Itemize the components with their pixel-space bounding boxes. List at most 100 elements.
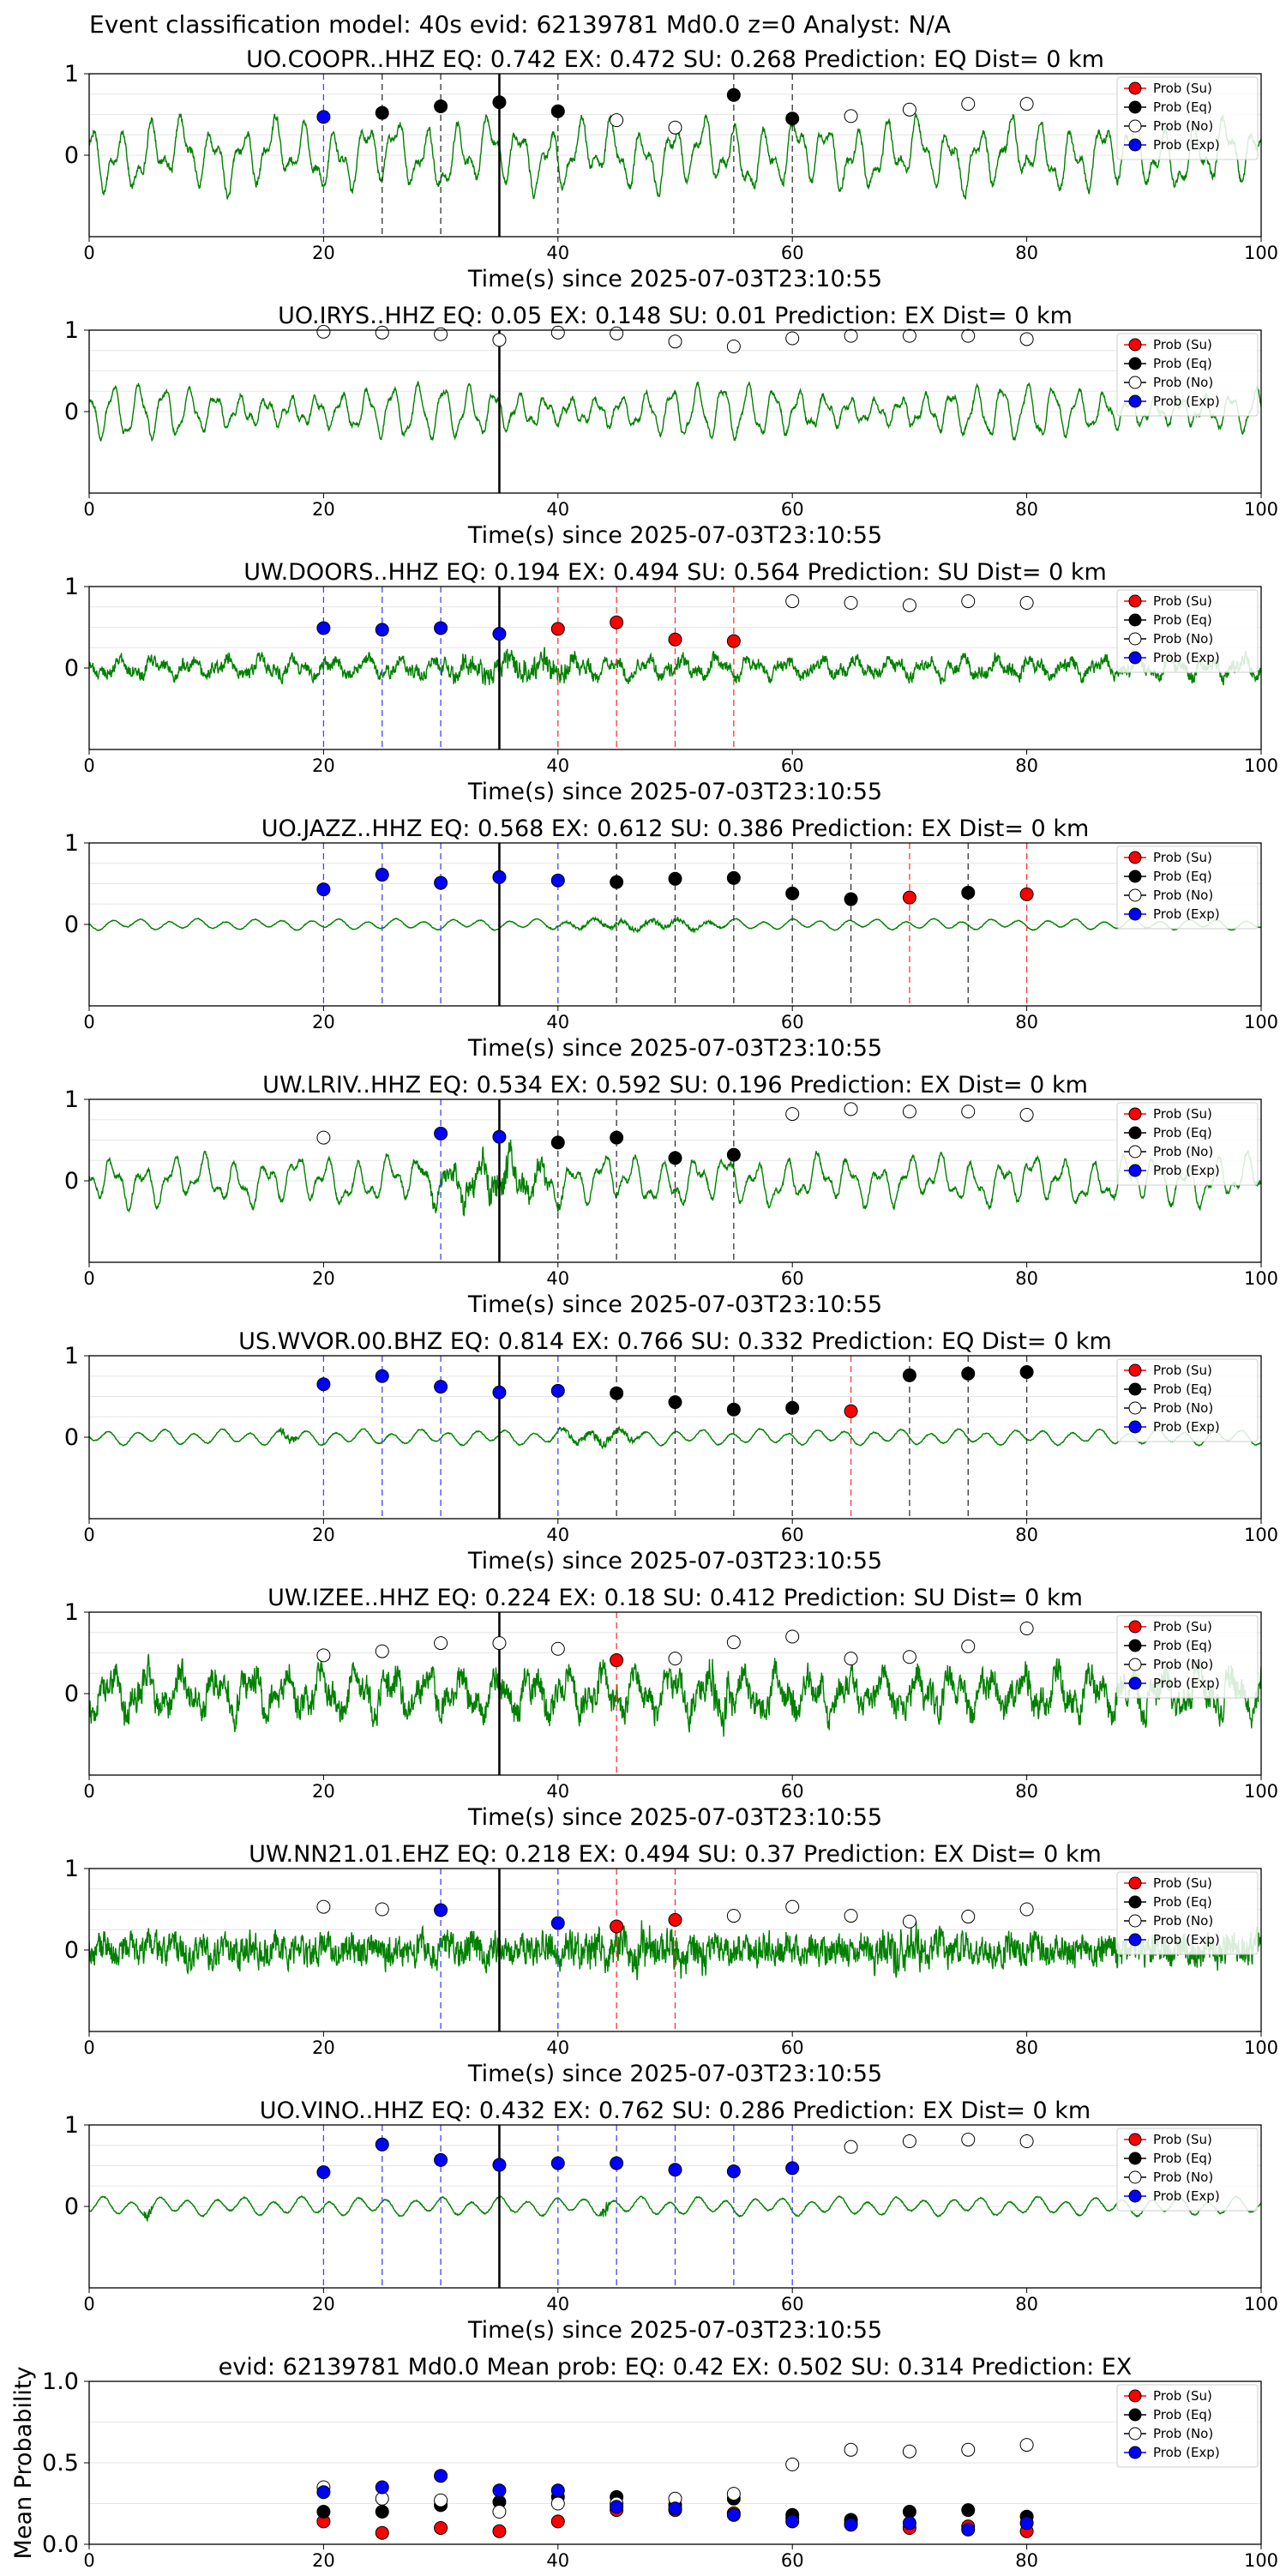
x-tick-label: 0 [83, 1525, 94, 1545]
x-tick-label: 20 [312, 1012, 335, 1032]
prob-point-no [785, 1629, 800, 1644]
legend-frame [1116, 76, 1259, 160]
mean-prob-point-no [550, 2496, 565, 2511]
prob-point-eq [902, 1368, 916, 1382]
prob-point-eq [610, 1130, 624, 1145]
x-tick-label: 40 [546, 2550, 569, 2571]
x-tick-label: 80 [1015, 2037, 1038, 2058]
y-tick-label: 0 [64, 1937, 79, 1964]
prob-point-eq [668, 1151, 682, 1165]
prob-point-su [610, 1919, 624, 1934]
legend-label-eq: Prob (Eq) [1153, 99, 1212, 115]
legend-marker-su [1128, 1363, 1142, 1377]
prob-point-no [785, 594, 800, 609]
legend-frame [1116, 846, 1259, 930]
y-tick-label: 0.0 [42, 2531, 79, 2558]
waveform-trace [89, 113, 1261, 200]
legend: Prob (Su) Prob (Eq) Prob (No) Prob (Exp) [1116, 1358, 1259, 1442]
x-axis-label: Time(s) since 2025-07-03T23:10:55 [467, 2317, 882, 2344]
prob-point-eq [1019, 1365, 1034, 1379]
prob-point-ex [375, 623, 389, 637]
legend-label-su: Prob (Su) [1153, 2388, 1212, 2404]
x-tick-label: 100 [1244, 2550, 1278, 2571]
prob-point-no [668, 334, 682, 349]
prob-point-no [375, 1644, 389, 1658]
prob-point-no [961, 328, 976, 343]
prob-point-no [785, 331, 800, 346]
legend-label-su: Prob (Su) [1153, 1106, 1212, 1122]
x-axis-label: Time(s) since 2025-07-03T23:10:55 [467, 266, 882, 292]
prob-point-su [610, 615, 624, 629]
prob-point-no [844, 1909, 858, 1923]
legend-label-ex: Prob (Exp) [1153, 906, 1220, 922]
x-tick-label: 40 [546, 499, 569, 520]
station-panel: UW.DOORS..HHZ EQ: 0.194 EX: 0.494 SU: 0.… [64, 559, 1278, 805]
legend-frame [1116, 1102, 1259, 1186]
legend-marker-su [1128, 81, 1142, 95]
legend-marker-su [1128, 1107, 1142, 1121]
x-tick-label: 100 [1244, 243, 1278, 263]
prob-point-ex [492, 1385, 507, 1399]
prob-point-no [844, 596, 858, 610]
x-tick-label: 100 [1244, 1525, 1278, 1545]
x-tick-label: 40 [546, 755, 569, 776]
prob-point-no [1019, 1622, 1034, 1635]
legend-label-eq: Prob (Eq) [1153, 356, 1212, 371]
prob-point-eq [726, 87, 741, 102]
legend-label-no: Prob (No) [1153, 631, 1213, 647]
legend-label-eq: Prob (Eq) [1153, 869, 1212, 884]
legend-marker-no [1128, 2170, 1142, 2184]
prob-point-no [1019, 1108, 1034, 1122]
legend-frame [1116, 589, 1259, 673]
legend: Prob (Su) Prob (Eq) Prob (No) Prob (Exp) [1116, 846, 1259, 930]
x-tick-label: 80 [1015, 1268, 1038, 1289]
mean-prob-point-ex [668, 2501, 682, 2516]
x-axis-label: Time(s) since 2025-07-03T23:10:55 [467, 522, 882, 549]
legend-marker-eq [1128, 2408, 1142, 2422]
legend-marker-ex [1128, 394, 1142, 408]
prob-point-no [844, 328, 858, 343]
prob-point-no [492, 1636, 507, 1651]
x-tick-label: 0 [83, 499, 94, 520]
x-tick-label: 100 [1244, 1781, 1278, 1802]
mean-prob-point-no [492, 2505, 507, 2519]
legend-label-eq: Prob (Eq) [1153, 2407, 1212, 2423]
prob-point-ex [492, 1129, 507, 1144]
mean-prob-point-no [1019, 2438, 1034, 2453]
legend-label-no: Prob (No) [1153, 118, 1213, 134]
legend-frame [1116, 2128, 1259, 2212]
prob-point-ex [434, 2152, 448, 2167]
legend-label-no: Prob (No) [1153, 1400, 1213, 1416]
prob-point-no [961, 97, 976, 111]
x-tick-label: 100 [1244, 1268, 1278, 1289]
y-tick-label: 1 [64, 830, 79, 857]
mean-prob-point-su [375, 2525, 389, 2540]
legend-label-ex: Prob (Exp) [1153, 2188, 1220, 2204]
legend-marker-eq [1128, 1126, 1142, 1140]
legend-marker-su [1128, 1620, 1142, 1634]
panel-title: UW.NN21.01.EHZ EQ: 0.218 EX: 0.494 SU: 0… [249, 1841, 1102, 1868]
prob-point-ex [316, 882, 331, 897]
prob-point-no [961, 1104, 976, 1119]
prob-point-no [844, 1102, 858, 1116]
panel-title: UO.IRYS..HHZ EQ: 0.05 EX: 0.148 SU: 0.01… [278, 303, 1073, 329]
legend-label-su: Prob (Su) [1153, 1619, 1212, 1634]
prob-point-eq [961, 885, 976, 900]
legend-marker-ex [1128, 651, 1142, 665]
legend: Prob (Su) Prob (Eq) Prob (No) Prob (Exp) [1116, 2128, 1259, 2212]
prob-point-no [785, 1899, 800, 1914]
y-tick-label: 1 [64, 1343, 79, 1369]
prob-point-no [844, 109, 858, 123]
prob-point-eq [550, 1135, 565, 1150]
legend-marker-no [1128, 632, 1142, 646]
prob-point-no [610, 326, 624, 340]
legend-label-su: Prob (Su) [1153, 850, 1212, 865]
mean-prob-point-ex [316, 2485, 331, 2500]
prob-point-ex [550, 2156, 565, 2170]
x-axis-label: Time(s) since 2025-07-03T23:10:55 [467, 779, 882, 805]
x-tick-label: 20 [312, 1525, 335, 1545]
station-panel: US.WVOR.00.BHZ EQ: 0.814 EX: 0.766 SU: 0… [64, 1328, 1278, 1574]
x-tick-label: 0 [83, 2037, 94, 2058]
prob-point-no [434, 1636, 448, 1651]
x-axis-label: Time(s) since 2025-07-03T23:10:55 [467, 1804, 882, 1831]
